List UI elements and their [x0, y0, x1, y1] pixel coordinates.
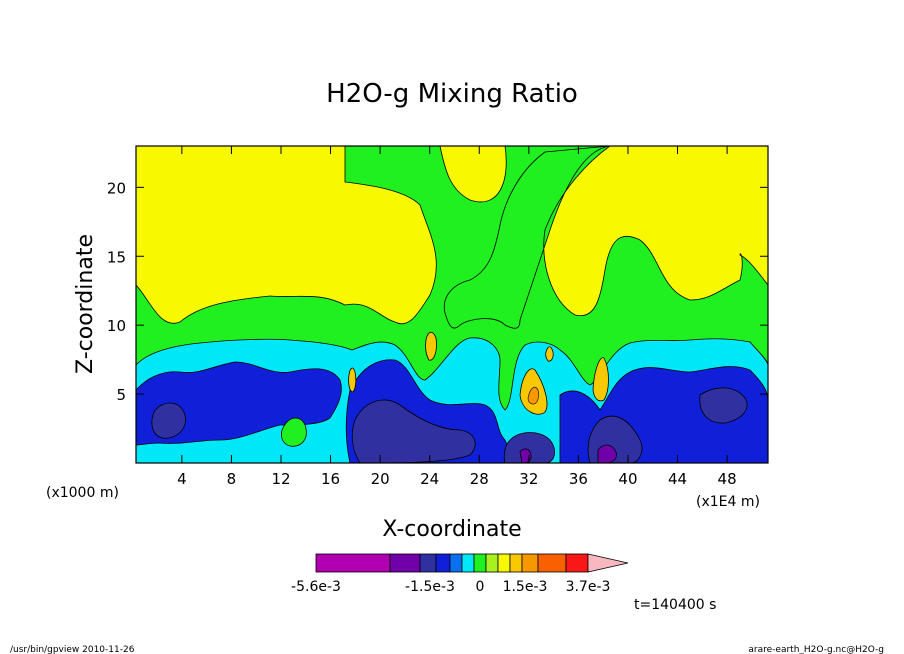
colorbar-swatch	[497, 553, 511, 573]
contour-plot	[136, 146, 768, 463]
dark-blue-core-far-right	[699, 387, 748, 424]
y-tick-label: 5	[116, 386, 126, 404]
orange-plume-33	[545, 346, 554, 362]
y-axis: 5 10 15 20	[107, 179, 768, 404]
x-tick-label: 36	[569, 470, 588, 488]
x-unit-left: (x1000 m)	[46, 485, 119, 501]
green-cell-bottom	[281, 417, 307, 447]
x-tick-label: 32	[519, 470, 538, 488]
colorbar-label: -1.5e-3	[405, 579, 455, 595]
y-tick-label: 10	[107, 317, 126, 335]
colorbar-swatch	[449, 553, 463, 573]
yellow-plume-32-core	[527, 386, 539, 405]
orange-plume-17	[348, 367, 357, 393]
x-tick-label: 44	[668, 470, 687, 488]
colorbar-label: 3.7e-3	[566, 579, 611, 595]
colorbar-labels: -5.6e-3 -1.5e-3 0 1.5e-3 3.7e-3	[291, 579, 610, 595]
x-tick-label: 28	[470, 470, 489, 488]
purple-cell-right	[597, 444, 617, 463]
colorbar-overflow-triangle	[587, 553, 629, 573]
x-unit-right: (x1E4 m)	[696, 494, 760, 510]
dark-blue-core-left	[151, 402, 186, 439]
colorbar-swatch	[509, 553, 523, 573]
x-tick-label: 12	[271, 470, 290, 488]
colorbar-swatch	[521, 553, 539, 573]
x-tick-label: 4	[177, 470, 187, 488]
x-tick-label: 8	[227, 470, 237, 488]
colorbar	[315, 553, 629, 573]
colorbar-swatch	[435, 553, 451, 573]
x-tick-label: 40	[618, 470, 637, 488]
colorbar-label: 0	[476, 579, 485, 595]
chart-title: H2O-g Mixing Ratio	[326, 79, 578, 109]
colorbar-swatch	[485, 553, 499, 573]
footer-left: /usr/bin/gpview 2010-11-26	[10, 645, 135, 654]
purple-cell-left	[519, 448, 532, 463]
y-tick-label: 20	[107, 179, 126, 197]
x-tick-label: 48	[718, 470, 737, 488]
colorbar-swatch	[419, 553, 437, 573]
colorbar-label: 1.5e-3	[503, 579, 548, 595]
y-tick-label: 15	[107, 248, 126, 266]
colorbar-label: -5.6e-3	[291, 579, 341, 595]
colorbar-swatch	[461, 553, 475, 573]
colorbar-swatch	[537, 553, 567, 573]
colorbar-swatch	[473, 553, 487, 573]
x-tick-label: 24	[420, 470, 439, 488]
x-axis: 4 8 12 16 20 24 28 32 36 40 44 48	[177, 146, 737, 488]
plot-frame	[135, 145, 769, 464]
colorbar-swatch	[565, 553, 589, 573]
x-tick-label: 20	[371, 470, 390, 488]
y-axis-label: Z-coordinate	[73, 234, 98, 374]
colorbar-swatch	[389, 553, 421, 573]
orange-plume-24	[425, 331, 437, 361]
dark-blue-core-bottom	[503, 432, 555, 463]
x-tick-label: 16	[321, 470, 340, 488]
x-axis-label: X-coordinate	[382, 517, 521, 542]
colorbar-swatch	[315, 553, 391, 573]
orange-plume-38	[592, 357, 609, 402]
time-label: t=140400 s	[634, 597, 716, 613]
footer-right: arare-earth_H2O-g.nc@H2O-g	[748, 645, 884, 654]
